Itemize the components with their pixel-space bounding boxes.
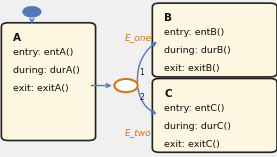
FancyBboxPatch shape (152, 3, 277, 77)
Circle shape (114, 79, 138, 92)
FancyBboxPatch shape (152, 78, 277, 152)
Text: 2: 2 (139, 93, 144, 102)
Text: during: durB(): during: durB() (164, 46, 231, 55)
Text: entry: entC(): entry: entC() (164, 104, 225, 113)
Text: exit: exitC(): exit: exitC() (164, 140, 220, 149)
Text: A: A (13, 33, 21, 43)
Text: E_two: E_two (125, 128, 152, 137)
Text: during: durC(): during: durC() (164, 122, 231, 131)
Text: C: C (164, 89, 172, 99)
Text: entry: entA(): entry: entA() (13, 48, 74, 57)
FancyBboxPatch shape (1, 23, 96, 141)
Text: 1: 1 (139, 68, 144, 77)
Text: exit: exitA(): exit: exitA() (13, 84, 69, 93)
Circle shape (23, 7, 41, 17)
Text: entry: entB(): entry: entB() (164, 28, 225, 37)
Text: exit: exitB(): exit: exitB() (164, 64, 220, 73)
Text: B: B (164, 13, 172, 23)
Text: E_one: E_one (125, 33, 152, 42)
Text: during: durA(): during: durA() (13, 66, 80, 75)
